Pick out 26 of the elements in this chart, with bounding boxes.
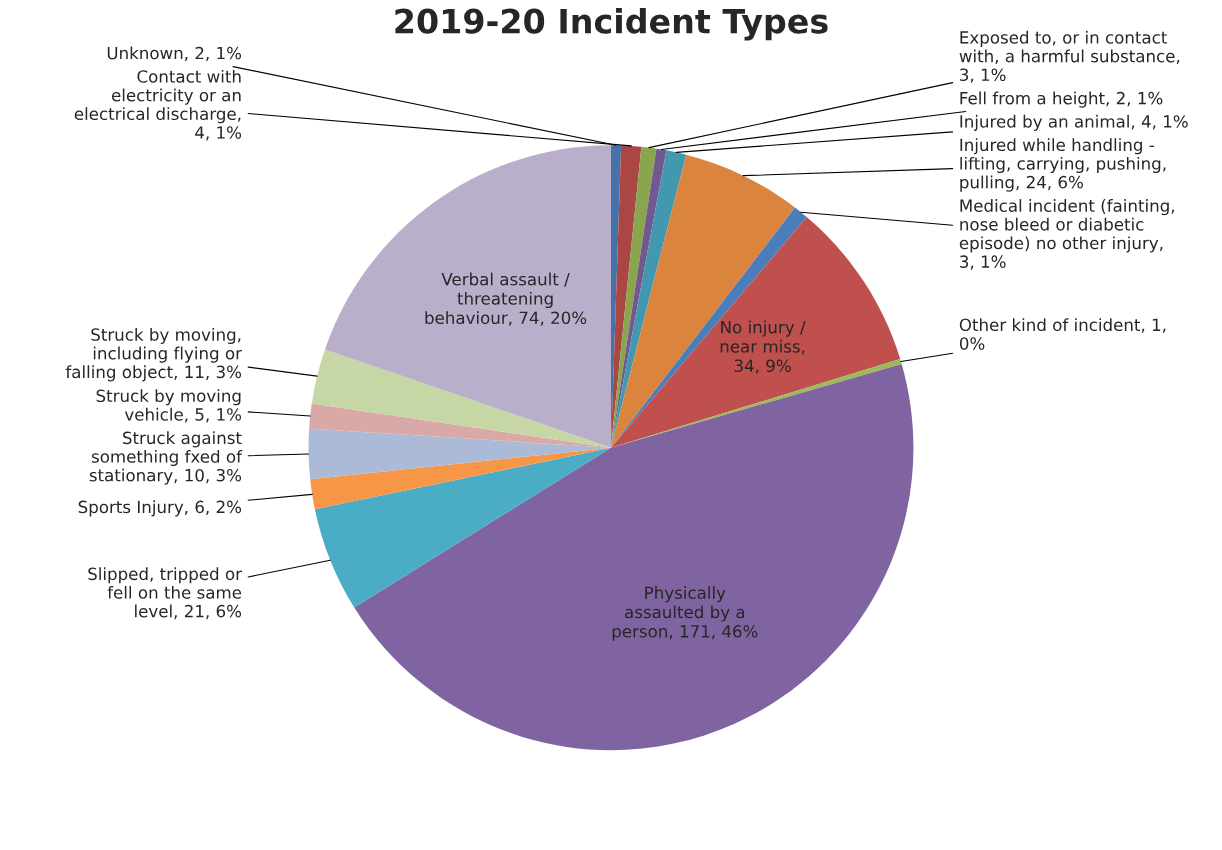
pie-slice — [309, 403, 611, 448]
slice-label: No injury / near miss, 34, 9% — [720, 320, 806, 374]
chart-title: 2019-20 Incident Types — [395, 7, 828, 41]
slice-label: Unknown, 2, 1% — [107, 46, 242, 62]
pie-slice — [311, 349, 611, 448]
pie-slice — [611, 207, 807, 448]
pie-slice — [308, 428, 611, 480]
pie-slice — [611, 148, 667, 448]
slice-label: Injured while handling - lifting, carrying, pushing, pulling, 24, 6% — [960, 138, 1166, 192]
pie-slice — [611, 150, 687, 448]
pie-slice — [324, 145, 611, 448]
slice-label: Injured by an animal, 4, 1% — [960, 114, 1188, 131]
slice-label: Physically assaulted by a person, 171, 46% — [612, 586, 758, 641]
slice-label: Contact with electricity or an electrical discharge, 4, 1% — [74, 69, 242, 141]
slice-label: Struck by moving vehicle, 5, 1% — [96, 389, 242, 423]
slice-label: Medical incident (fainting, nose bleed or diabetic episode) no other injury, 3, 1% — [959, 199, 1174, 270]
slice-label: Struck by moving, including flying or falling object, 11, 3% — [65, 327, 242, 382]
slice-label: Exposed to, or in contact with, a harmful substance, 3, 1% — [959, 30, 1180, 83]
pie-slice — [314, 447, 611, 608]
slice-label: Fell from a height, 2, 1% — [960, 91, 1163, 108]
slice-label: Slipped, tripped or fell on the same level, 21, 6% — [88, 567, 242, 620]
slice-label: Other kind of incident, 1, 0% — [959, 318, 1166, 350]
slice-label: Verbal assault / threatening behaviour, 74, 20% — [425, 272, 587, 326]
slice-label: Sports Injury, 6, 2% — [78, 500, 242, 517]
slice-label: Struck against something fxed of stationary, 10, 3% — [89, 431, 243, 485]
pie-slice — [611, 217, 901, 448]
